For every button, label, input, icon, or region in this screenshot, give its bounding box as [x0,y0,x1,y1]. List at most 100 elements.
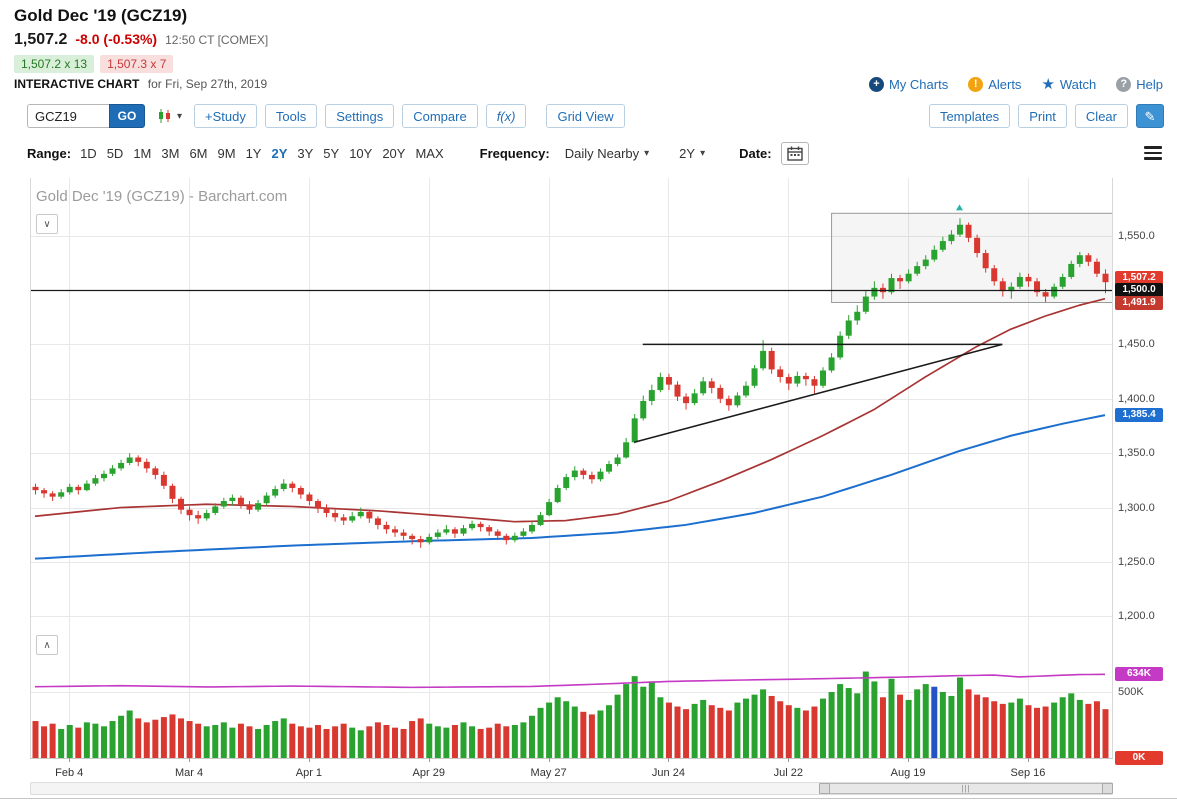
chart-date: for Fri, Sep 27th, 2019 [147,77,268,91]
range-1m[interactable]: 1M [133,145,152,161]
range-20y[interactable]: 20Y [382,145,406,161]
study-button[interactable]: +Study [194,104,257,128]
chevron-down-icon: ▾ [700,147,706,159]
hamburger-icon [1144,146,1162,149]
quote-summary: 1,507.2 -8.0 (-0.53%) 12:50 CT [COMEX] [14,31,268,49]
tools-button[interactable]: Tools [264,104,318,128]
time-axis: Feb 4 Mar 4 Apr 1 Apr 29 May 27 Jun 24 Jul 22 A… [0,767,1177,781]
chart-watermark: Gold Dec '19 (GCZ19) - Barchart.com [36,188,288,205]
time-axis-tick-label: Sep 16 [1010,767,1046,779]
range-5y[interactable]: 5Y [323,145,340,161]
ma-fast-axis-badge: 1,491.9 [1115,295,1163,310]
volume-zero-axis-badge: 0K [1115,751,1163,765]
bid-ask-row: 1,507.2 x 13 1,507.3 x 7 [14,55,174,73]
interactive-chart-heading: INTERACTIVE CHART for Fri, Sep 27th, 201… [14,75,267,93]
ask-size-chip: 1,507.3 x 7 [100,55,174,73]
chart-toolbar: GO ▾ +Study Tools Settings Compare f(x) … [27,103,1164,129]
alerts-link[interactable]: ! Alerts [968,76,1022,92]
volume-pane-collapse-button[interactable]: ∧ [36,635,58,655]
range-9m[interactable]: 9M [217,145,236,161]
grid-view-button[interactable]: Grid View [546,104,625,128]
date-picker-button[interactable] [780,141,809,165]
calendar-icon [786,146,803,161]
time-axis-tick-label: Jul 22 [773,767,803,779]
range-5d[interactable]: 5D [106,145,124,161]
star-icon: ★ [1041,75,1055,93]
price-volume-chart-canvas[interactable] [30,178,1113,766]
bid-size-chip: 1,507.2 x 13 [14,55,95,73]
price-axis-tick-label: 1,550.0 [1118,229,1155,242]
clear-button[interactable]: Clear [1074,104,1128,128]
period-value: 2Y [679,145,696,161]
last-price: 1,507.2 [14,31,68,48]
help-label: Help [1136,76,1163,92]
range-label: Range: [27,145,72,161]
range-bar: Range: 1D 5D 1M 3M 6M 9M 1Y 2Y 3Y 5Y 10Y… [27,141,1164,165]
compare-button[interactable]: Compare [402,104,478,128]
frequency-label: Frequency: [479,145,550,161]
chart-type-button[interactable]: ▾ [153,108,186,124]
last-price-axis-badge: 1,507.2 [1115,271,1163,286]
plus-circle-icon: + [868,76,884,92]
hline-axis-badge: 1,500.0 [1115,283,1163,298]
scrollbar-right-grip[interactable] [1102,783,1113,794]
price-axis-tick-label: 1,450.0 [1118,338,1155,351]
print-button[interactable]: Print [1018,104,1067,128]
time-axis-tick-label: Aug 19 [890,767,926,779]
my-charts-link[interactable]: + My Charts [868,76,949,92]
scrollbar-left-grip[interactable] [819,783,830,794]
functions-button[interactable]: f(x) [485,104,527,128]
chart-menu-button[interactable] [1142,141,1164,165]
price-axis-tick-label: 1,300.0 [1118,501,1155,514]
price-change: -8.0 (-0.53%) [75,31,158,47]
chart-pan-scrollbar[interactable]: ||| [30,782,1113,795]
time-axis-tick-label: Feb 4 [55,767,84,779]
time-axis-tick-label: Jun 24 [651,767,685,779]
price-axis-tick-label: 1,350.0 [1118,447,1155,460]
draw-button[interactable]: ✎ [1136,104,1164,128]
help-icon: ? [1116,76,1132,92]
frequency-value: Daily Nearby [564,145,640,161]
price-axis-tick-label: 1,400.0 [1118,392,1155,405]
go-button[interactable]: GO [109,104,145,128]
open-interest-axis-badge: 634K [1115,667,1163,682]
scrollbar-grip-icon: ||| [961,784,971,793]
price-axis-tick-label: 1,200.0 [1118,610,1155,623]
range-1y[interactable]: 1Y [245,145,262,161]
chevron-down-icon: ▾ [644,147,650,159]
ma-slow-axis-badge: 1,385.4 [1115,407,1163,422]
time-axis-tick-label: Apr 29 [412,767,445,779]
interactive-chart-label: INTERACTIVE CHART [14,77,140,91]
candlestick-icon [159,109,170,123]
range-10y[interactable]: 10Y [349,145,373,161]
range-3m[interactable]: 3M [161,145,180,161]
time-axis-tick-label: Apr 1 [295,767,323,779]
my-charts-label: My Charts [888,76,949,92]
quote-time: 12:50 CT [COMEX] [165,33,269,47]
scrollbar-handle[interactable]: ||| [819,783,1113,794]
period-dropdown[interactable]: 2Y ▾ [673,145,711,162]
chart-region: Gold Dec '19 (GCZ19) - Barchart.com ∨ ∧ … [0,176,1177,801]
templates-button[interactable]: Templates [928,104,1011,128]
chevron-down-icon: ▾ [177,110,183,122]
range-max[interactable]: MAX [415,145,444,161]
range-2y-active[interactable]: 2Y [271,145,288,161]
price-pane-collapse-button[interactable]: ∨ [36,214,58,234]
alert-icon: ! [968,76,984,92]
watch-label: Watch [1059,76,1097,92]
watch-link[interactable]: ★ Watch [1041,77,1096,92]
settings-button[interactable]: Settings [325,104,395,128]
page-bottom-divider [0,798,1177,799]
range-3y[interactable]: 3Y [297,145,314,161]
alerts-label: Alerts [988,76,1022,92]
time-axis-tick-label: May 27 [530,767,567,779]
symbol-input[interactable] [27,104,109,128]
frequency-dropdown[interactable]: Daily Nearby ▾ [559,145,655,162]
date-label: Date: [739,145,772,161]
time-axis-tick-label: Mar 4 [175,767,204,779]
volume-axis-tick-label: 500K [1118,686,1144,698]
page-title: Gold Dec '19 (GCZ19) [14,6,188,25]
range-6m[interactable]: 6M [189,145,208,161]
help-link[interactable]: ? Help [1116,76,1163,92]
range-1d[interactable]: 1D [80,145,97,161]
